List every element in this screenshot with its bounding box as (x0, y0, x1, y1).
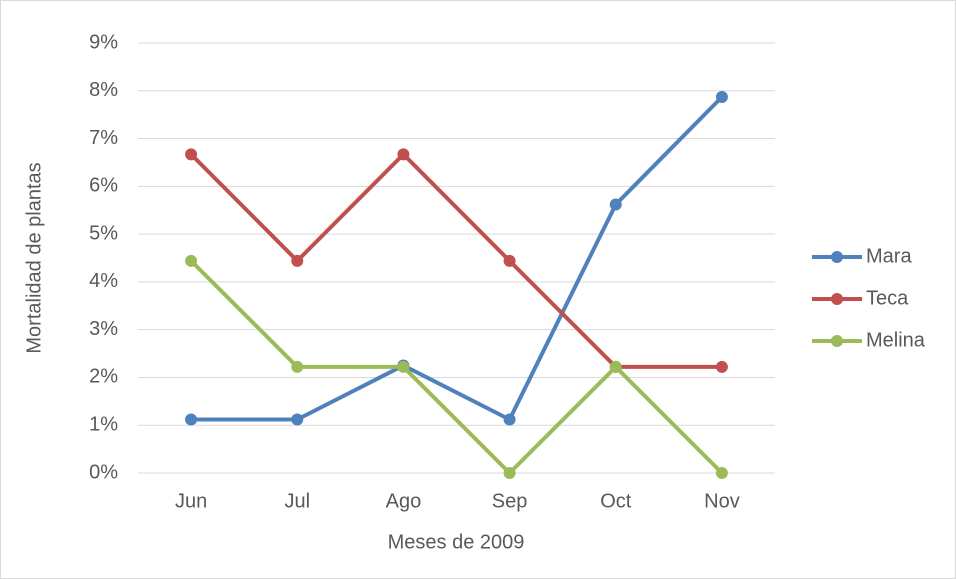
data-point (185, 148, 198, 161)
legend-marker (831, 293, 843, 305)
legend-marker (831, 251, 843, 263)
data-point (397, 148, 410, 161)
y-tick-label: 6% (89, 175, 118, 197)
x-axis-label: Meses de 2009 (388, 531, 525, 553)
series-line (189, 259, 724, 475)
y-tick-label: 7% (89, 127, 118, 149)
y-tick-label: 8% (89, 79, 118, 101)
data-point (503, 467, 516, 479)
data-point (291, 254, 304, 267)
x-tick-label: Oct (600, 490, 632, 512)
y-axis-label: Mortalidad de plantas (23, 162, 45, 353)
x-tick-label: Sep (492, 490, 528, 512)
data-point (609, 360, 622, 373)
data-point (291, 360, 304, 373)
data-point (503, 254, 516, 267)
x-tick-label: Jul (284, 490, 310, 512)
legend-label: Mara (866, 245, 912, 267)
legend-label: Teca (866, 287, 909, 309)
data-point (291, 413, 304, 426)
data-point (609, 198, 622, 211)
y-tick-label: 1% (89, 414, 118, 436)
legend-label: Melina (866, 329, 926, 351)
y-tick-label: 4% (89, 270, 118, 292)
data-point (397, 360, 410, 373)
data-point (715, 467, 728, 479)
series-line (191, 95, 724, 422)
x-tick-label: Jun (175, 490, 207, 512)
x-tick-label: Nov (704, 490, 740, 512)
series-line (189, 152, 722, 369)
data-point (503, 413, 516, 426)
y-tick-label: 3% (89, 318, 118, 340)
data-point (715, 360, 728, 373)
data-point (185, 413, 198, 426)
legend-marker (831, 335, 843, 347)
x-tick-label: Ago (386, 490, 422, 512)
y-tick-label: 9% (89, 31, 118, 53)
y-tick-label: 5% (89, 222, 118, 244)
y-tick-label: 2% (89, 366, 118, 388)
y-tick-label: 0% (89, 461, 118, 483)
data-point (715, 90, 728, 103)
data-point (185, 254, 198, 267)
